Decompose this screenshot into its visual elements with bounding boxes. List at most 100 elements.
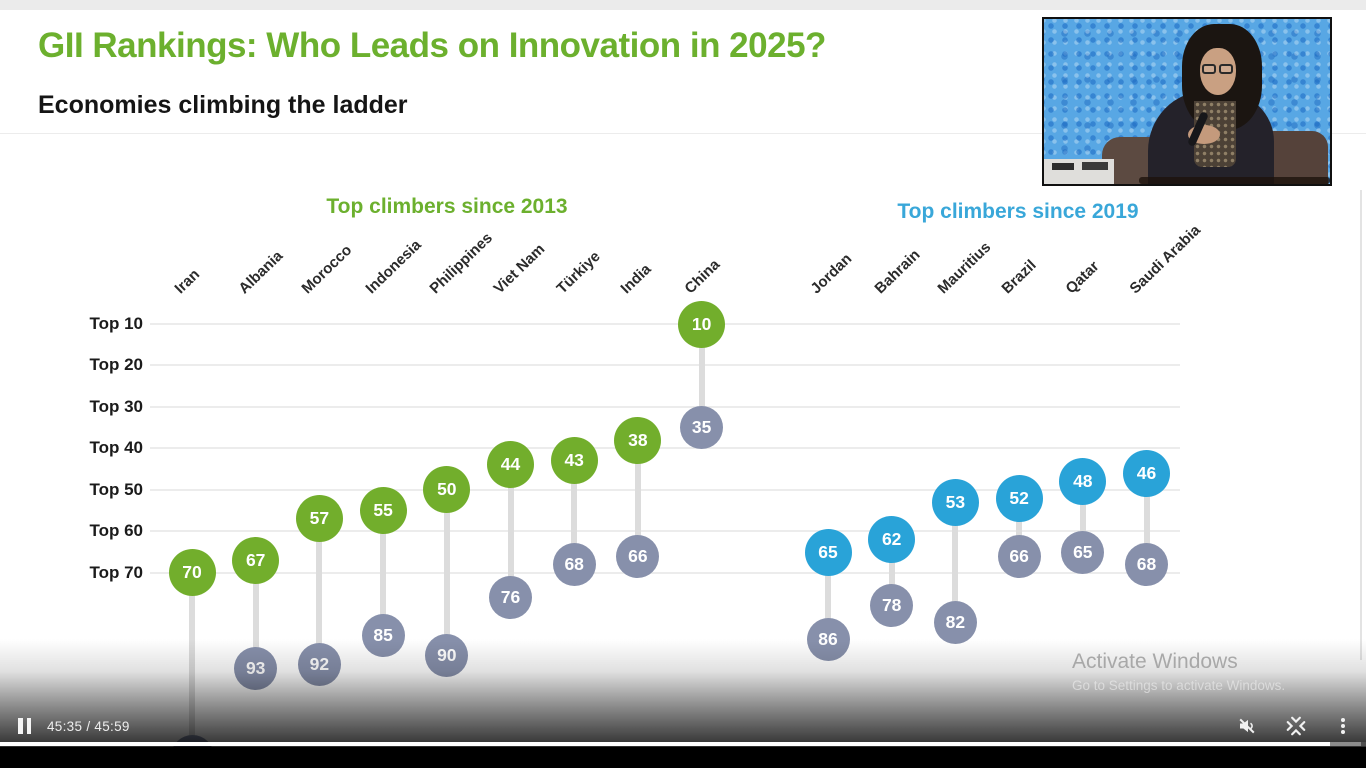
rank-change-stem bbox=[316, 518, 323, 665]
gridline bbox=[150, 323, 1180, 325]
y-axis-tick-label: Top 30 bbox=[89, 396, 143, 416]
more-options-button[interactable] bbox=[1332, 715, 1354, 737]
gridline bbox=[150, 488, 1180, 491]
y-axis-tick-label: Top 70 bbox=[89, 562, 143, 582]
previous-rank-marker: 76 bbox=[489, 576, 532, 620]
rank-change-stem bbox=[1016, 498, 1023, 557]
previous-rank-marker: 68 bbox=[1125, 543, 1168, 587]
rank-change-stem bbox=[443, 489, 450, 656]
country-label: Viet Nam bbox=[489, 240, 548, 298]
activate-windows-subtext: Go to Settings to activate Windows. bbox=[1072, 678, 1286, 693]
speaker-video-inset[interactable] bbox=[1042, 17, 1332, 186]
previous-rank-marker: 85 bbox=[361, 613, 405, 657]
current-rank-marker: 48 bbox=[1059, 458, 1107, 506]
progress-played bbox=[0, 742, 1331, 746]
country-label: Iran bbox=[171, 265, 204, 298]
rank-change-stem bbox=[825, 552, 831, 640]
country-label: Philippines bbox=[426, 229, 496, 298]
top-strip bbox=[0, 0, 1366, 10]
rank-change-stem bbox=[507, 464, 514, 598]
country-label: Qatar bbox=[1062, 257, 1103, 298]
activate-windows-watermark: Activate Windows bbox=[1072, 650, 1238, 673]
stage-floor-shadow bbox=[1139, 177, 1330, 184]
group-header-2013: Top climbers since 2013 bbox=[326, 195, 568, 218]
gridline bbox=[150, 405, 1180, 408]
player-bottom-bar bbox=[0, 747, 1366, 768]
country-label: Türkiye bbox=[553, 247, 604, 298]
country-label: Bahrain bbox=[871, 246, 924, 298]
country-label: Saudi Arabia bbox=[1125, 221, 1204, 298]
previous-rank-marker: 35 bbox=[680, 406, 724, 450]
current-rank-marker: 46 bbox=[1123, 449, 1170, 497]
muted-speaker-icon bbox=[1239, 718, 1255, 734]
previous-rank-marker: 68 bbox=[552, 543, 596, 587]
table-object bbox=[1052, 163, 1074, 170]
y-axis-tick-label: Top 50 bbox=[89, 479, 143, 499]
current-rank-marker: 70 bbox=[168, 549, 216, 597]
subtitle-divider bbox=[0, 133, 1366, 134]
video-progress-bar[interactable] bbox=[0, 742, 1366, 746]
y-axis-tick-label: Top 60 bbox=[89, 521, 143, 541]
previous-rank-marker: 78 bbox=[870, 584, 914, 628]
time-display: 45:35 / 45:59 bbox=[47, 719, 130, 734]
previous-rank-marker: 92 bbox=[297, 642, 341, 686]
table-object bbox=[1082, 162, 1108, 170]
current-rank-marker: 53 bbox=[931, 478, 979, 526]
rank-change-stem bbox=[952, 502, 959, 623]
rank-change-stem bbox=[634, 440, 641, 557]
previous-rank-marker: 65 bbox=[1061, 530, 1105, 574]
current-rank-marker: 52 bbox=[995, 474, 1043, 522]
current-rank-marker: 65 bbox=[804, 528, 852, 576]
rank-change-stem bbox=[888, 539, 895, 606]
country-label: China bbox=[681, 256, 723, 298]
stage-table bbox=[1044, 159, 1114, 184]
glasses-left-lens bbox=[1202, 64, 1216, 74]
rank-change-stem bbox=[1079, 481, 1086, 553]
country-label: Jordan bbox=[807, 250, 856, 298]
y-axis-tick-label: Top 20 bbox=[89, 355, 143, 375]
gridline bbox=[150, 447, 1180, 450]
previous-rank-marker: 93 bbox=[234, 646, 278, 690]
previous-rank-marker: 66 bbox=[616, 534, 660, 578]
y-axis-tick-label: Top 10 bbox=[89, 314, 143, 333]
country-label: Mauritius bbox=[934, 238, 995, 298]
rank-change-stem bbox=[380, 510, 387, 636]
country-label: Indonesia bbox=[362, 236, 425, 298]
current-rank-marker: 62 bbox=[868, 516, 916, 564]
gridline bbox=[150, 530, 1180, 533]
rank-change-stem bbox=[698, 324, 705, 428]
slide-title: GII Rankings: Who Leads on Innovation in… bbox=[38, 26, 826, 65]
kebab-menu-icon bbox=[1341, 718, 1345, 734]
compress-arrows-icon bbox=[1286, 716, 1306, 736]
current-rank-marker: 55 bbox=[359, 487, 407, 535]
pause-icon bbox=[26, 718, 31, 734]
current-rank-marker: 43 bbox=[550, 437, 598, 485]
previous-rank-marker: 90 bbox=[425, 634, 469, 678]
country-label: Albania bbox=[235, 247, 286, 298]
mute-button[interactable] bbox=[1236, 715, 1258, 737]
current-rank-marker: 57 bbox=[295, 495, 343, 543]
country-label: Brazil bbox=[998, 256, 1040, 298]
current-rank-marker: 10 bbox=[678, 300, 726, 348]
previous-rank-marker: 82 bbox=[933, 601, 977, 645]
slide-subtitle: Economies climbing the ladder bbox=[38, 91, 408, 119]
country-label: Morocco bbox=[298, 241, 356, 298]
current-rank-marker: 67 bbox=[232, 536, 280, 584]
slide-right-edge bbox=[1360, 190, 1362, 660]
previous-rank-marker: 86 bbox=[806, 617, 850, 661]
country-label: India bbox=[617, 260, 655, 298]
pause-button[interactable] bbox=[17, 718, 33, 734]
miniplayer-button[interactable] bbox=[1285, 715, 1307, 737]
current-rank-marker: 44 bbox=[487, 441, 534, 489]
player-controls: 45:35 / 45:59 bbox=[0, 714, 1366, 740]
previous-rank-marker: 66 bbox=[997, 534, 1041, 578]
gridline bbox=[150, 364, 1180, 367]
current-rank-marker: 38 bbox=[614, 416, 662, 464]
glasses-right-lens bbox=[1219, 64, 1233, 74]
gridline bbox=[150, 571, 1180, 574]
rank-change-stem bbox=[252, 560, 259, 669]
rank-change-stem bbox=[571, 460, 578, 565]
group-header-2019: Top climbers since 2019 bbox=[897, 200, 1139, 223]
